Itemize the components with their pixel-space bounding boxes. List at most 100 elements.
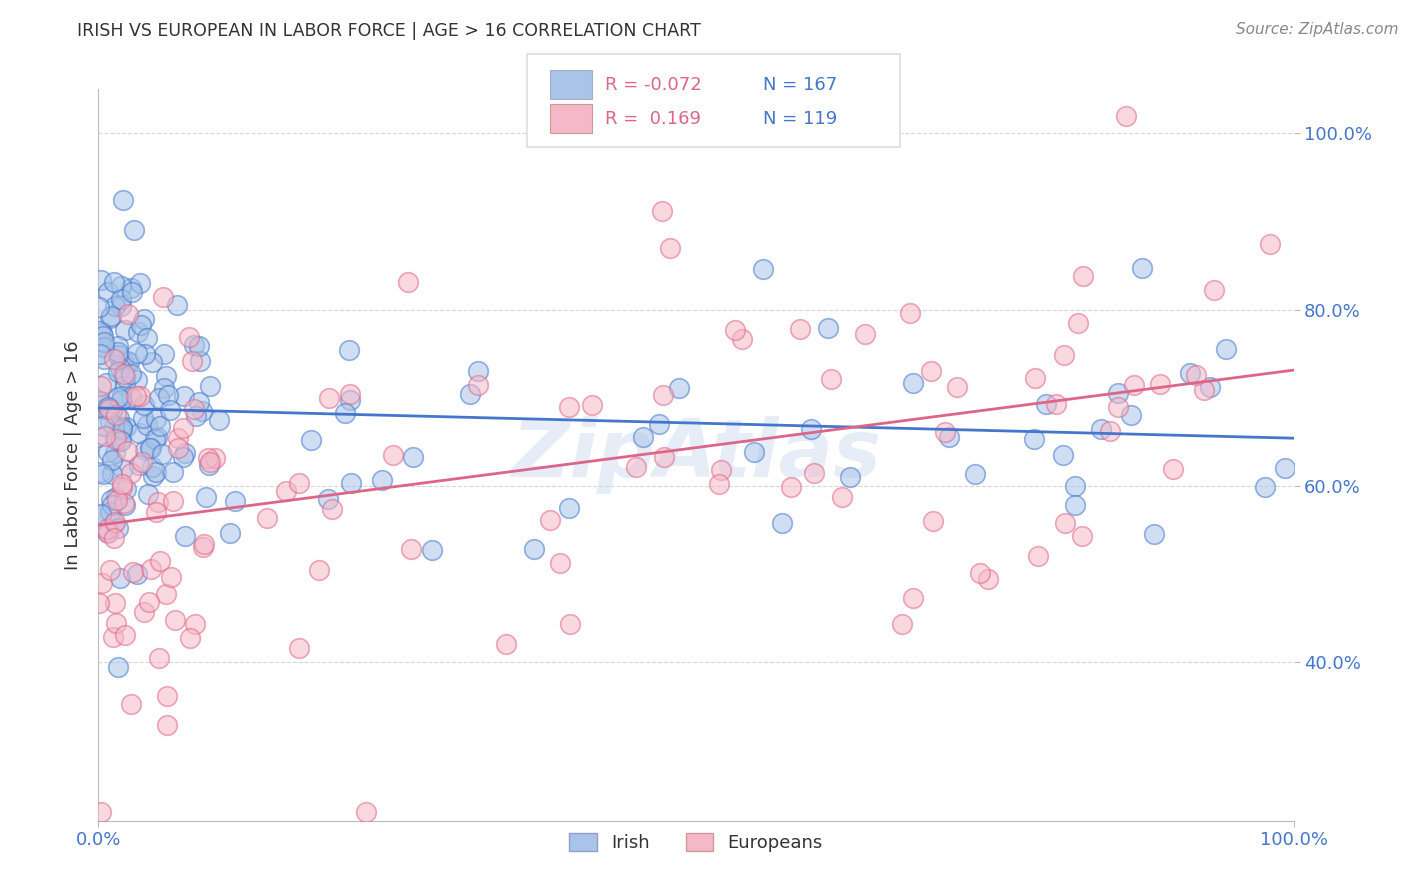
- Point: [89, 324, 111, 338]
- Point: [90, 507, 112, 521]
- Point: [139, 562, 162, 576]
- Point: [138, 595, 160, 609]
- Point: [120, 280, 142, 294]
- Point: [128, 277, 150, 291]
- Point: [651, 203, 673, 218]
- Point: [1022, 432, 1045, 446]
- Point: [339, 475, 361, 490]
- Point: [134, 347, 156, 361]
- Point: [219, 526, 242, 541]
- Point: [1099, 424, 1122, 438]
- Point: [1215, 342, 1237, 356]
- Point: [107, 390, 129, 404]
- Point: [1024, 371, 1046, 385]
- Point: [172, 450, 194, 464]
- Text: ZipAtlas: ZipAtlas: [510, 416, 882, 494]
- Point: [90, 273, 112, 287]
- Point: [114, 628, 136, 642]
- Point: [148, 650, 170, 665]
- Point: [149, 419, 172, 434]
- Point: [108, 433, 131, 447]
- Point: [321, 502, 343, 516]
- Point: [129, 389, 152, 403]
- Point: [1254, 480, 1277, 494]
- Point: [104, 446, 127, 460]
- Point: [104, 433, 127, 447]
- Point: [1067, 316, 1090, 330]
- Point: [631, 429, 654, 443]
- Point: [422, 542, 444, 557]
- Point: [207, 413, 229, 427]
- Point: [1035, 397, 1057, 411]
- Point: [100, 403, 122, 417]
- Point: [101, 499, 124, 513]
- Point: [1045, 397, 1067, 411]
- Point: [839, 470, 862, 484]
- Point: [112, 368, 135, 382]
- Point: [98, 401, 121, 416]
- Point: [707, 477, 730, 491]
- Point: [134, 442, 156, 457]
- Legend: Irish, Europeans: Irish, Europeans: [562, 825, 830, 859]
- Point: [93, 340, 115, 354]
- Point: [1115, 109, 1137, 123]
- Text: R =  0.169: R = 0.169: [605, 110, 700, 128]
- Point: [110, 278, 132, 293]
- Point: [193, 537, 215, 551]
- Point: [803, 466, 825, 480]
- Point: [1064, 479, 1087, 493]
- Point: [162, 494, 184, 508]
- Point: [103, 351, 125, 366]
- Point: [110, 361, 132, 376]
- Point: [371, 473, 394, 487]
- Point: [156, 388, 179, 402]
- Point: [136, 487, 159, 501]
- Point: [104, 596, 127, 610]
- Point: [184, 617, 207, 632]
- Point: [94, 376, 117, 390]
- Point: [112, 461, 135, 475]
- Point: [90, 508, 112, 523]
- Point: [1180, 366, 1202, 380]
- Point: [153, 381, 176, 395]
- Point: [112, 496, 135, 510]
- Point: [318, 391, 340, 405]
- Point: [626, 460, 648, 475]
- Point: [108, 571, 131, 585]
- Point: [557, 401, 579, 415]
- Point: [288, 476, 311, 491]
- Point: [98, 563, 121, 577]
- Point: [467, 378, 489, 392]
- Point: [558, 501, 581, 516]
- Point: [94, 401, 117, 416]
- Point: [155, 689, 177, 703]
- Point: [934, 425, 956, 440]
- Point: [558, 616, 581, 631]
- Point: [100, 453, 122, 467]
- Point: [114, 378, 136, 392]
- Point: [977, 573, 1000, 587]
- Point: [125, 566, 148, 581]
- Point: [120, 697, 142, 711]
- Point: [186, 409, 208, 424]
- Point: [817, 320, 839, 334]
- Point: [945, 380, 967, 394]
- Point: [173, 529, 195, 543]
- Point: [197, 450, 219, 465]
- Point: [335, 406, 357, 420]
- Point: [124, 223, 146, 237]
- Point: [198, 379, 221, 393]
- Point: [117, 444, 139, 458]
- Point: [115, 354, 138, 368]
- Point: [98, 415, 121, 429]
- Point: [138, 441, 160, 455]
- Point: [115, 420, 138, 434]
- Point: [963, 467, 986, 481]
- Point: [104, 432, 127, 446]
- Point: [107, 660, 129, 674]
- Point: [114, 498, 136, 512]
- Point: [652, 387, 675, 401]
- Point: [1192, 383, 1215, 397]
- Point: [1274, 461, 1296, 475]
- Point: [1071, 268, 1094, 283]
